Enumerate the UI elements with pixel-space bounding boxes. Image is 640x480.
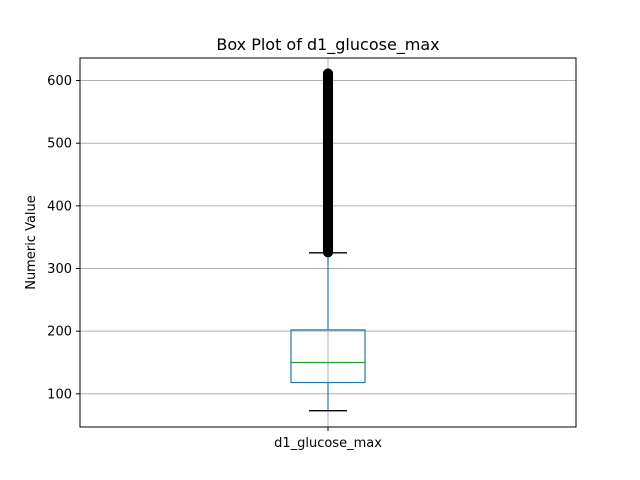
y-tick-label: 300 [47,262,72,277]
y-axis-label: Numeric Value [24,195,39,290]
y-tick-label: 500 [47,137,72,152]
chart-title: Box Plot of d1_glucose_max [216,35,439,55]
y-axis: 100 200 300 400 500 600 [47,74,80,402]
y-tick-label: 100 [47,387,72,402]
x-tick-label: d1_glucose_max [274,436,382,451]
plot-area [290,68,366,412]
x-axis: d1_glucose_max [274,427,382,451]
iqr-box [290,329,366,384]
y-tick-label: 600 [47,74,72,89]
y-tick-label: 400 [47,199,72,214]
y-tick-label: 200 [47,325,72,340]
